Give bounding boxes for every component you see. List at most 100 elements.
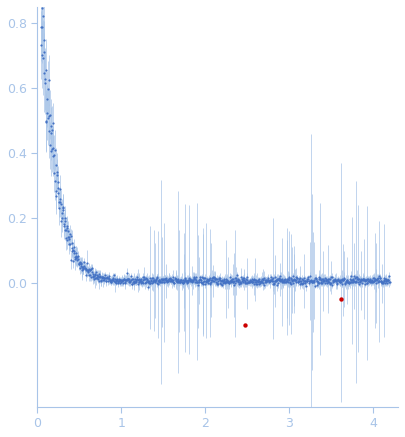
Point <box>194 281 201 288</box>
Point <box>214 279 221 286</box>
Point <box>319 279 325 286</box>
Point <box>294 274 300 281</box>
Point <box>272 277 278 284</box>
Point <box>81 263 87 270</box>
Point <box>163 277 169 284</box>
Point <box>122 276 129 283</box>
Point <box>250 277 257 284</box>
Point <box>64 224 70 231</box>
Point <box>285 275 291 282</box>
Point <box>108 278 114 285</box>
Point <box>320 276 327 283</box>
Point <box>371 277 377 284</box>
Point <box>302 277 309 284</box>
Point <box>303 282 309 289</box>
Point <box>167 276 174 283</box>
Point <box>377 278 384 285</box>
Point <box>241 322 248 329</box>
Point <box>49 126 55 133</box>
Point <box>120 276 127 283</box>
Point <box>188 278 194 285</box>
Point <box>169 276 176 283</box>
Point <box>108 277 115 284</box>
Point <box>81 264 88 271</box>
Point <box>110 277 116 284</box>
Point <box>85 268 92 275</box>
Point <box>94 271 101 278</box>
Point <box>270 278 276 285</box>
Point <box>50 120 57 127</box>
Point <box>178 277 185 284</box>
Point <box>204 278 210 285</box>
Point <box>59 205 66 212</box>
Point <box>379 279 386 286</box>
Point <box>382 275 388 282</box>
Point <box>60 223 67 230</box>
Point <box>135 277 141 284</box>
Point <box>243 275 249 282</box>
Point <box>333 277 340 284</box>
Point <box>168 278 174 285</box>
Point <box>229 276 236 283</box>
Point <box>54 178 61 185</box>
Point <box>283 279 289 286</box>
Point <box>211 277 217 284</box>
Point <box>196 277 202 284</box>
Point <box>298 279 305 286</box>
Point <box>205 277 212 284</box>
Point <box>321 276 327 283</box>
Point <box>284 279 291 286</box>
Point <box>47 111 53 118</box>
Point <box>178 277 184 284</box>
Point <box>114 276 120 283</box>
Point <box>195 278 201 285</box>
Point <box>252 276 259 283</box>
Point <box>312 282 318 289</box>
Point <box>377 274 384 281</box>
Point <box>218 277 225 284</box>
Point <box>140 280 147 287</box>
Point <box>300 280 306 287</box>
Point <box>296 275 303 282</box>
Point <box>226 279 232 286</box>
Point <box>219 281 226 288</box>
Point <box>267 278 274 285</box>
Point <box>353 274 359 281</box>
Point <box>277 277 284 284</box>
Point <box>328 274 335 281</box>
Point <box>252 276 258 283</box>
Point <box>292 277 298 284</box>
Point <box>371 274 378 281</box>
Point <box>192 278 198 285</box>
Point <box>139 274 146 281</box>
Point <box>55 205 62 212</box>
Point <box>137 275 144 282</box>
Point <box>234 277 240 284</box>
Point <box>181 278 187 285</box>
Point <box>335 276 341 283</box>
Point <box>284 276 290 283</box>
Point <box>380 277 387 284</box>
Point <box>361 277 368 284</box>
Point <box>255 279 261 286</box>
Point <box>203 277 209 284</box>
Point <box>70 250 77 257</box>
Point <box>337 279 343 286</box>
Point <box>48 148 55 155</box>
Point <box>379 280 385 287</box>
Point <box>133 277 139 284</box>
Point <box>93 269 100 276</box>
Point <box>263 278 270 285</box>
Point <box>351 277 358 284</box>
Point <box>189 279 196 286</box>
Point <box>360 275 367 282</box>
Point <box>164 277 171 284</box>
Point <box>110 274 117 281</box>
Point <box>190 274 197 281</box>
Point <box>146 280 153 287</box>
Point <box>162 276 168 283</box>
Point <box>227 277 233 284</box>
Point <box>338 279 344 286</box>
Point <box>40 13 47 20</box>
Point <box>165 275 172 282</box>
